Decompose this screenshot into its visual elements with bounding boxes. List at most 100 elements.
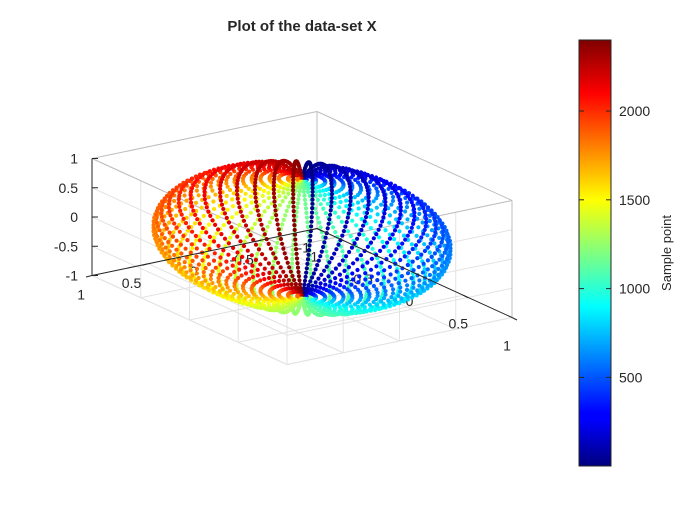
data-point	[359, 227, 364, 233]
data-point	[295, 265, 301, 270]
data-point	[392, 302, 397, 307]
data-point	[197, 283, 202, 288]
data-point	[274, 213, 279, 218]
data-point	[321, 244, 326, 250]
data-point	[240, 214, 245, 219]
data-point	[167, 249, 172, 254]
data-point	[226, 241, 231, 246]
data-point	[342, 268, 347, 273]
data-point	[256, 213, 261, 218]
data-point	[263, 256, 268, 261]
data-point	[228, 187, 233, 193]
data-point	[402, 254, 407, 259]
data-point	[230, 215, 235, 220]
data-point	[274, 217, 279, 222]
data-point	[316, 276, 321, 281]
data-point	[271, 191, 276, 196]
data-point	[337, 262, 342, 267]
data-point	[216, 167, 221, 172]
data-point	[308, 233, 313, 238]
data-point	[437, 244, 442, 249]
data-point	[218, 262, 223, 267]
data-point	[235, 256, 241, 261]
data-point	[224, 178, 229, 183]
data-point	[159, 232, 165, 237]
data-point	[436, 272, 441, 277]
data-point	[172, 198, 177, 204]
data-point	[291, 177, 296, 182]
x-tick	[463, 294, 469, 299]
data-point	[226, 163, 231, 168]
data-point	[154, 220, 159, 225]
data-point	[424, 220, 429, 225]
data-point	[218, 186, 223, 192]
data-point	[355, 300, 360, 305]
data-point	[366, 202, 371, 207]
data-point	[276, 189, 281, 194]
data-point	[391, 287, 396, 292]
data-point	[240, 176, 246, 181]
data-point	[160, 218, 166, 223]
data-point	[298, 282, 303, 287]
data-point	[163, 251, 168, 256]
data-point	[422, 209, 427, 214]
data-point	[446, 239, 451, 244]
data-point	[415, 256, 420, 261]
data-point	[369, 256, 374, 261]
data-point	[258, 242, 263, 247]
data-point	[234, 211, 239, 216]
data-point	[194, 246, 199, 251]
data-point	[255, 273, 260, 278]
data-point	[348, 234, 353, 239]
data-point	[270, 215, 275, 220]
colorbar-tick-label: 2000	[619, 103, 650, 119]
data-point	[385, 240, 390, 245]
data-point	[194, 266, 200, 271]
data-point	[310, 275, 315, 280]
data-point	[310, 283, 315, 288]
data-point	[255, 298, 260, 304]
data-point	[217, 289, 222, 294]
data-point	[202, 186, 207, 191]
data-point	[425, 205, 431, 210]
data-point	[397, 229, 402, 234]
data-point	[373, 219, 378, 224]
data-point	[221, 206, 226, 212]
data-point	[167, 220, 172, 225]
data-point	[251, 237, 256, 242]
data-point	[183, 246, 188, 251]
data-point	[327, 304, 332, 309]
data-point	[432, 234, 437, 239]
data-point	[316, 258, 321, 263]
data-point	[405, 225, 410, 230]
data-point	[207, 246, 212, 252]
data-point	[203, 278, 208, 283]
data-point	[291, 192, 296, 197]
data-point	[237, 222, 242, 228]
data-point	[189, 242, 194, 247]
data-point	[290, 252, 295, 257]
data-point	[346, 294, 351, 299]
data-point	[352, 241, 357, 246]
data-point	[210, 269, 215, 274]
data-point	[282, 282, 287, 287]
data-point	[225, 184, 230, 189]
x-tick-label: 0	[406, 293, 414, 309]
data-point	[266, 261, 271, 266]
data-point	[356, 280, 361, 285]
data-point	[386, 298, 391, 303]
data-point	[379, 299, 384, 304]
data-point	[410, 193, 415, 198]
data-point	[307, 238, 313, 243]
data-point	[340, 233, 345, 238]
data-point	[248, 194, 253, 199]
data-point	[349, 282, 354, 287]
data-point	[415, 288, 420, 293]
data-point	[221, 248, 226, 253]
data-point	[323, 235, 328, 240]
data-point	[240, 254, 245, 259]
data-point	[330, 270, 335, 275]
data-point	[420, 286, 425, 291]
data-point	[214, 231, 219, 236]
data-point	[268, 186, 273, 191]
